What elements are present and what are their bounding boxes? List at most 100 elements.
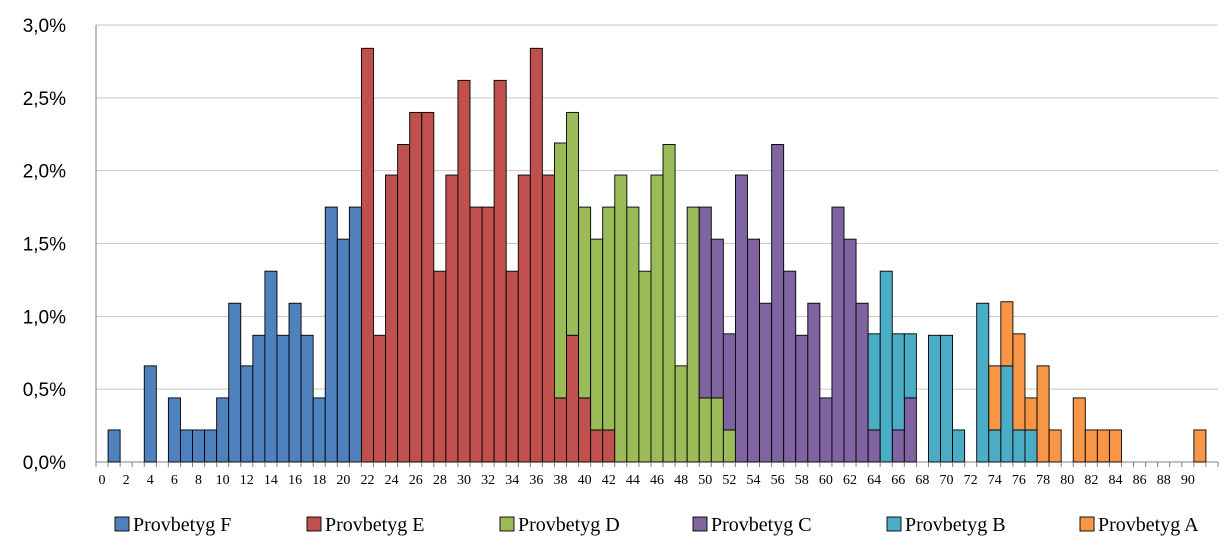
bar <box>1000 365 1014 463</box>
x-tick-label: 28 <box>433 473 447 488</box>
series-provbetyg-e <box>360 47 616 463</box>
y-tick-label: 2,5% <box>23 89 66 110</box>
bar <box>167 397 181 463</box>
bar <box>1036 365 1050 463</box>
bar <box>481 206 495 463</box>
bar <box>554 397 567 463</box>
bar <box>831 206 845 463</box>
legend-swatch <box>1079 516 1095 532</box>
x-tick-label: 36 <box>529 473 543 488</box>
x-tick-label: 14 <box>264 473 278 488</box>
legend-item: Provbetyg E <box>306 514 424 536</box>
x-tick-label: 68 <box>915 473 929 488</box>
bar <box>903 397 917 463</box>
legend-swatch <box>114 516 130 532</box>
bars <box>107 47 1207 463</box>
legend-label: Provbetyg D <box>518 514 620 536</box>
bar <box>143 365 157 463</box>
x-tick-label: 50 <box>698 473 712 488</box>
x-tick-label: 60 <box>819 473 833 488</box>
bar <box>759 302 773 463</box>
bar <box>300 334 314 463</box>
bar <box>650 174 664 463</box>
bar <box>783 270 797 463</box>
x-tick-label: 8 <box>195 473 202 488</box>
x-tick-label: 82 <box>1084 473 1098 488</box>
x-tick-label: 46 <box>650 473 664 488</box>
bar <box>216 397 230 463</box>
series-provbetyg-f <box>107 206 362 463</box>
bar <box>626 206 640 463</box>
bar <box>674 365 688 463</box>
bar <box>348 206 362 463</box>
bar <box>397 143 411 463</box>
bar <box>698 206 712 399</box>
bar <box>940 334 954 463</box>
bar <box>819 397 833 463</box>
bar <box>1108 429 1122 463</box>
x-tick-label: 70 <box>940 473 954 488</box>
series-provbetyg-b <box>867 270 1038 463</box>
y-tick-label: 0,5% <box>23 380 66 401</box>
bar <box>324 206 338 463</box>
bar <box>1024 429 1038 463</box>
x-tick-label: 24 <box>385 473 399 488</box>
bar <box>867 429 881 463</box>
bar <box>662 143 676 463</box>
bar <box>734 174 748 463</box>
bar <box>590 429 604 463</box>
bar <box>698 397 712 463</box>
bar <box>192 429 206 463</box>
axes: 0,0%0,5%1,0%1,5%2,0%2,5%3,0%0 2 4 6 8 10 12 14 1… <box>23 16 1219 488</box>
bar <box>505 270 519 463</box>
bar <box>578 397 592 463</box>
bar <box>493 79 507 463</box>
bar <box>360 47 374 463</box>
bar <box>204 429 218 463</box>
bar <box>1084 429 1098 463</box>
bar <box>686 206 700 463</box>
bar <box>1072 397 1086 463</box>
bar <box>385 174 399 463</box>
x-tick-label: 0 <box>99 473 106 488</box>
x-tick-label: 48 <box>674 473 688 488</box>
bar <box>722 429 736 463</box>
x-tick-label: 16 <box>288 473 302 488</box>
bar <box>264 270 278 463</box>
legend-item: Provbetyg F <box>114 514 231 536</box>
x-tick-label: 26 <box>409 473 423 488</box>
bar <box>807 302 821 463</box>
bar <box>988 429 1002 463</box>
bar <box>541 174 555 463</box>
bar <box>710 397 724 463</box>
y-tick-label: 1,5% <box>23 235 66 256</box>
y-tick-label: 1,0% <box>23 307 66 328</box>
legend-item: Provbetyg B <box>886 514 1006 536</box>
bar <box>879 270 893 463</box>
x-tick-label: 6 <box>171 473 178 488</box>
bar <box>722 333 736 431</box>
x-tick-label: 56 <box>771 473 785 488</box>
bar <box>421 111 435 463</box>
bar <box>891 333 905 431</box>
bar <box>1193 429 1207 463</box>
x-tick-label: 52 <box>722 473 736 488</box>
bar <box>952 429 966 463</box>
x-tick-label: 18 <box>312 473 326 488</box>
bar <box>566 111 580 336</box>
legend-label: Provbetyg A <box>1098 514 1199 536</box>
bar <box>529 47 543 463</box>
x-tick-label: 22 <box>360 473 374 488</box>
x-tick-label: 86 <box>1133 473 1147 488</box>
bar <box>855 302 869 463</box>
bar <box>373 334 386 463</box>
x-tick-label: 32 <box>481 473 495 488</box>
bar <box>457 79 471 463</box>
x-tick-label: 84 <box>1108 473 1122 488</box>
bar <box>867 333 881 431</box>
legend-swatch <box>886 516 902 532</box>
x-tick-label: 80 <box>1060 473 1074 488</box>
bar <box>771 143 785 463</box>
x-tick-label: 12 <box>240 473 254 488</box>
bar <box>747 238 760 463</box>
